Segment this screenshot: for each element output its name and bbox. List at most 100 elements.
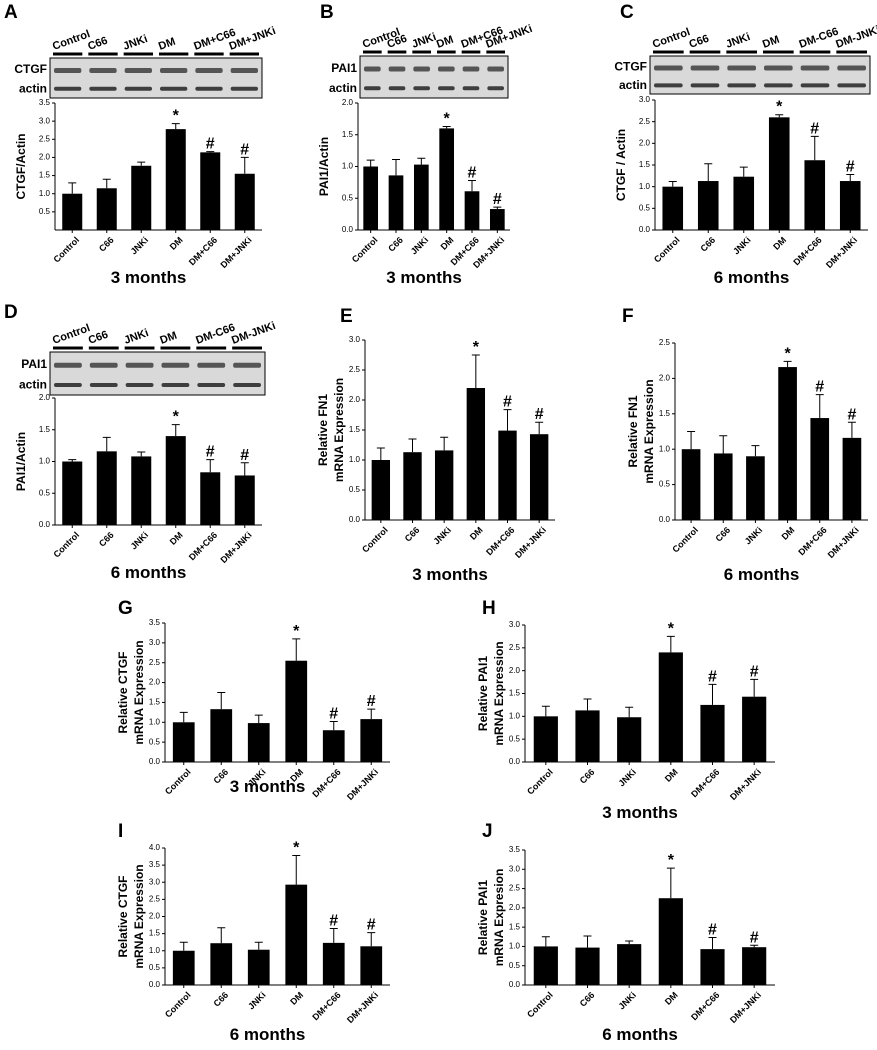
- y-tick-label: 1.5: [659, 409, 671, 418]
- x-tick-label: C66: [97, 530, 116, 549]
- significance-mark: *: [293, 623, 300, 640]
- x-tick-label: DM+C66: [187, 530, 219, 562]
- significance-mark: #: [815, 379, 824, 396]
- error-bar: [366, 159, 375, 167]
- error-bar: [687, 431, 696, 450]
- x-tick-label: DM+C66: [689, 990, 721, 1022]
- significance-mark: #: [750, 929, 759, 946]
- panel-letter: G: [118, 598, 133, 619]
- significance-mark: #: [329, 705, 338, 722]
- error-bar: [810, 135, 819, 161]
- blot-band: [161, 382, 190, 387]
- bar: [810, 418, 830, 520]
- error-bar: [179, 711, 188, 723]
- error-bar: [367, 932, 376, 947]
- x-tick-label: DM+C66: [796, 525, 828, 557]
- subtitle: 3 months: [386, 268, 462, 287]
- blot-band: [161, 362, 190, 368]
- bar: [210, 709, 233, 762]
- x-tick-label: DM+JNKi: [728, 990, 763, 1025]
- blot-band: [413, 66, 430, 72]
- blot-band: [89, 68, 117, 73]
- bar: [617, 717, 642, 762]
- bar: [172, 950, 195, 985]
- lane-label: Control: [651, 26, 692, 51]
- panel-letter: A: [4, 2, 18, 23]
- error-bar: [719, 435, 728, 454]
- blot-band: [195, 86, 223, 91]
- blot-band: [54, 362, 82, 368]
- lane-label: DM-C66: [194, 322, 237, 347]
- blot-image: [49, 351, 266, 396]
- error-bar: [367, 708, 376, 720]
- x-tick-label: JNKi: [743, 525, 765, 547]
- x-tick-label: C66: [211, 767, 230, 786]
- error-bar: [625, 706, 634, 718]
- error-bar: [750, 944, 759, 948]
- bar: [388, 175, 404, 230]
- panel-letter: B: [320, 2, 334, 23]
- y-tick-label: 0.5: [509, 961, 521, 970]
- significance-mark: #: [750, 663, 759, 680]
- bar: [742, 696, 767, 762]
- error-bar: [329, 720, 338, 731]
- significance-mark: #: [240, 447, 249, 464]
- lane-label: DM-JNKi: [230, 320, 277, 347]
- error-bar: [171, 123, 180, 130]
- x-tick-label: C66: [578, 990, 597, 1009]
- x-tick-label: DM: [288, 990, 305, 1007]
- error-bar: [583, 698, 592, 711]
- blot-band: [89, 382, 118, 387]
- subtitle: 3 months: [230, 777, 306, 796]
- y-tick-label: 3.0: [509, 864, 521, 873]
- blot-band: [388, 66, 406, 72]
- error-bar: [775, 114, 784, 118]
- error-bar: [102, 436, 111, 452]
- subtitle: 3 months: [412, 565, 488, 584]
- significance-mark: #: [329, 912, 338, 929]
- y-tick-label: 3.0: [509, 620, 521, 629]
- bar: [804, 160, 826, 230]
- significance-mark: #: [468, 164, 477, 181]
- error-bar: [704, 163, 713, 182]
- y-tick-label: 1.0: [149, 946, 161, 955]
- x-tick-label: DM+JNKi: [513, 525, 548, 560]
- error-bar: [240, 156, 249, 174]
- error-bar: [102, 178, 111, 189]
- bar: [681, 449, 701, 520]
- y-tick-label: 1.0: [39, 457, 51, 466]
- y-tick-label: 2.0: [509, 666, 521, 675]
- blot-row-label: PAI1: [331, 61, 357, 75]
- y-axis-label: Relative PAI1: [476, 880, 490, 955]
- bar: [529, 434, 549, 520]
- bar: [434, 450, 454, 520]
- y-tick-label: 3.0: [149, 877, 161, 886]
- y-tick-label: 2.0: [149, 912, 161, 921]
- y-tick-label: 2.5: [659, 338, 671, 347]
- significance-mark: #: [240, 141, 249, 158]
- y-tick-label: 1.5: [39, 425, 51, 434]
- blot-band: [837, 83, 866, 88]
- y-axis-label: CTGF/Actin: [14, 134, 28, 200]
- lane-label: DM-C66: [798, 26, 841, 51]
- y-tick-label: 2.5: [149, 658, 161, 667]
- blot-band: [124, 86, 152, 91]
- y-tick-label: 2.0: [342, 98, 354, 107]
- error-bar: [471, 354, 480, 388]
- blot-band: [438, 86, 455, 91]
- bar: [733, 176, 755, 230]
- x-tick-label: DM+C66: [791, 235, 823, 267]
- error-bar: [206, 151, 215, 153]
- y-tick-label: 2.5: [349, 365, 361, 374]
- error-bar: [708, 683, 717, 705]
- x-tick-label: JNKi: [409, 235, 431, 257]
- lane-label: DM: [158, 330, 178, 347]
- panel-letter: H: [482, 598, 496, 619]
- blot-band: [800, 83, 830, 88]
- bar: [700, 949, 725, 985]
- error-bar: [254, 941, 263, 950]
- bar: [62, 193, 83, 230]
- error-bar: [503, 409, 512, 431]
- significance-mark: *: [668, 620, 675, 637]
- x-tick-label: JNKi: [129, 530, 151, 552]
